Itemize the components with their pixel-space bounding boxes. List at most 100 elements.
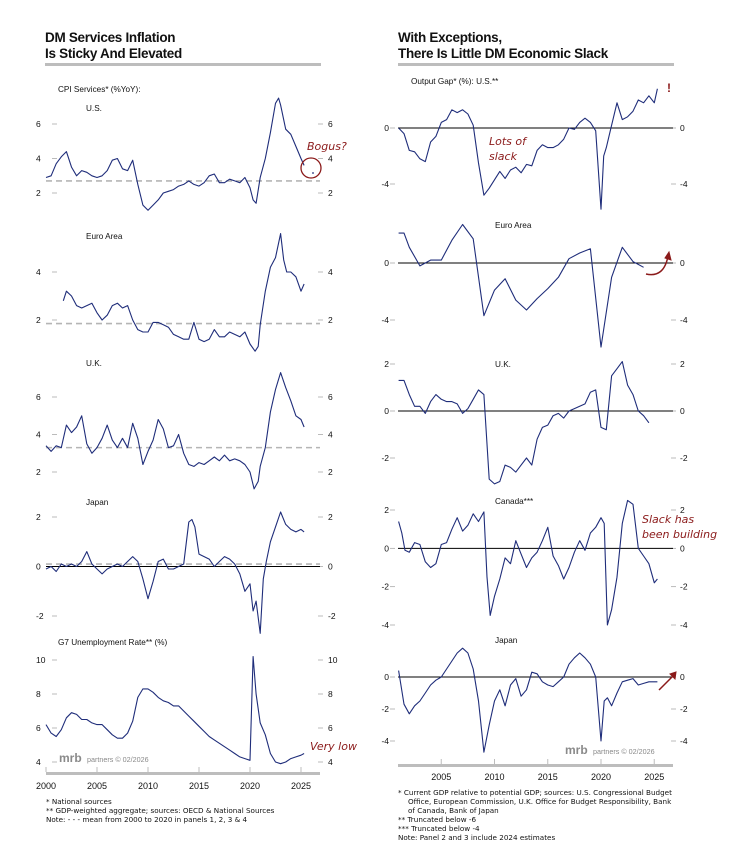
panel-label: U.K.: [86, 359, 102, 368]
panel-header: G7 Unemployment Rate** (%): [58, 638, 167, 647]
arrow-head-icon: [669, 671, 677, 681]
annotation-been-building: been building: [642, 528, 717, 541]
left-footnote-3: Note: - - - mean from 2000 to 2020 in pa…: [46, 815, 248, 824]
right-footnote-3: of Canada, Bank of Japan: [408, 806, 499, 815]
y-tick-label-right: 8: [328, 689, 333, 699]
y-tick-label-right: -2: [680, 704, 688, 714]
x-tick-label: 2020: [240, 781, 260, 791]
annotation-lots-of: Lots of: [489, 135, 528, 148]
right-footnote-6: Note: Panel 2 and 3 include 2024 estimat…: [398, 833, 556, 842]
x-tick-label: 2000: [36, 781, 56, 791]
y-tick-label-left: 8: [36, 689, 41, 699]
panel-uk-output-gap: U.K. -2 -2 0 0 2 2: [381, 359, 688, 485]
y-tick-label-left: -4: [381, 179, 389, 189]
y-tick-label-left: 2: [384, 359, 389, 369]
y-tick-label-left: -2: [36, 611, 44, 621]
series-line: [45, 372, 305, 490]
y-tick-label-left: 6: [36, 119, 41, 129]
y-tick-label-right: 0: [680, 672, 685, 682]
y-tick-label-left: -4: [381, 315, 389, 325]
panel-label: U.S.: [86, 104, 102, 113]
y-tick-label-left: 2: [36, 467, 41, 477]
right-footnote-4: ** Truncated below -6: [398, 815, 477, 824]
y-tick-label-left: 0: [384, 672, 389, 682]
y-tick-label-left: 0: [384, 258, 389, 268]
panel-euro-cpi-services: Euro Area 2 2 4 4: [36, 232, 333, 352]
right-chart-title: With Exceptions, There Is Little DM Econ…: [398, 30, 608, 62]
y-tick-label-left: -2: [381, 453, 389, 463]
y-tick-label-right: 4: [328, 430, 333, 440]
x-tick-label: 2010: [138, 781, 158, 791]
y-tick-label-left: -4: [381, 736, 389, 746]
series-line: [398, 88, 658, 210]
series-line: [398, 361, 650, 485]
y-tick-label-left: 4: [36, 430, 41, 440]
panel-header: CPI Services* (%YoY):: [58, 85, 141, 94]
panel-g7-unemployment: G7 Unemployment Rate** (%) 4 4 6 6 8 8 10 10 Very…: [36, 638, 357, 767]
y-tick-label-left: 0: [384, 123, 389, 133]
left-footnotes: * National sources ** GDP-weighted aggre…: [46, 797, 274, 824]
series-line: [398, 223, 644, 348]
panel-us-cpi-services: CPI Services* (%YoY): U.S. 2 2 4 4 6 6 Bogus?: [36, 85, 347, 211]
y-tick-label-right: 0: [680, 406, 685, 416]
left-footnote-2: ** GDP-weighted aggregate; sources: OECD…: [46, 806, 275, 815]
panel-label: Euro Area: [495, 221, 532, 230]
right-title-line2: There Is Little DM Economic Slack: [398, 46, 608, 61]
y-tick-label-right: 4: [328, 757, 333, 767]
right-footnote-2: Office, European Commission, U.K. Office…: [408, 797, 672, 806]
y-tick-label-left: 2: [36, 188, 41, 198]
y-tick-label-left: -4: [381, 620, 389, 630]
y-tick-label-right: 0: [680, 258, 685, 268]
x-axis-left: 2000 2005 2010 2015 2020 2025 mrb partners © 02…: [36, 751, 320, 791]
x-tick-label: 2005: [87, 781, 107, 791]
x-axis-bar: [46, 772, 320, 775]
series-line: [62, 233, 305, 352]
y-tick-label-left: 6: [36, 723, 41, 733]
y-tick-label-right: -2: [680, 582, 688, 592]
annotation-bogus: Bogus?: [307, 140, 347, 153]
y-tick-label-right: 4: [328, 267, 333, 277]
y-tick-label-right: -2: [328, 611, 336, 621]
y-tick-label-right: 6: [328, 119, 333, 129]
left-title-line2: Is Sticky And Elevated: [45, 46, 182, 61]
annotation-circle: [300, 157, 322, 179]
panel-header: Output Gap* (%): U.S.**: [411, 77, 499, 86]
panel-japan-cpi-services: Japan -2 -2 0 0 2 2: [36, 498, 336, 634]
left-title-rule: [45, 63, 321, 66]
right-footnote-1: * Current GDP relative to potential GDP;…: [398, 788, 672, 797]
y-tick-label-right: 2: [680, 505, 685, 515]
y-tick-label-right: -4: [680, 620, 688, 630]
y-tick-label-right: -4: [680, 315, 688, 325]
y-tick-label-left: 4: [36, 267, 41, 277]
x-axis-right: 2005 2010 2015 2020 2025 mrb partners © 02/202…: [398, 743, 673, 782]
panel-label: Canada***: [495, 497, 534, 506]
right-footnote-5: *** Truncated below -4: [398, 824, 480, 833]
y-tick-label-left: 2: [384, 505, 389, 515]
y-tick-label-right: 6: [328, 723, 333, 733]
annotation-slack-has: Slack has: [642, 513, 694, 526]
curved-arrow-icon: [645, 255, 669, 276]
y-tick-label-right: 2: [328, 315, 333, 325]
left-chart-title: DM Services Inflation Is Sticky And Elev…: [45, 30, 182, 62]
y-tick-label-right: 0: [328, 562, 333, 572]
arrow-head-icon: [664, 250, 672, 261]
left-title-line1: DM Services Inflation: [45, 30, 176, 45]
watermark-logo: mrb: [565, 743, 588, 757]
x-tick-label: 2025: [644, 772, 664, 782]
series-line: [398, 647, 658, 753]
y-tick-label-left: 2: [36, 512, 41, 522]
right-title-line1: With Exceptions,: [398, 30, 502, 45]
watermark-text: partners © 02/2026: [87, 755, 149, 764]
series-line: [45, 97, 305, 211]
y-tick-label-right: 4: [328, 154, 333, 164]
up-arrow-icon: [658, 674, 675, 691]
series-line: [45, 656, 305, 765]
y-tick-label-left: -2: [381, 582, 389, 592]
x-tick-label: 2010: [484, 772, 504, 782]
y-tick-label-right: -4: [680, 736, 688, 746]
right-footnotes: * Current GDP relative to potential GDP;…: [398, 788, 672, 842]
panel-label: Japan: [86, 498, 109, 507]
annotation-slack: slack: [489, 150, 518, 163]
